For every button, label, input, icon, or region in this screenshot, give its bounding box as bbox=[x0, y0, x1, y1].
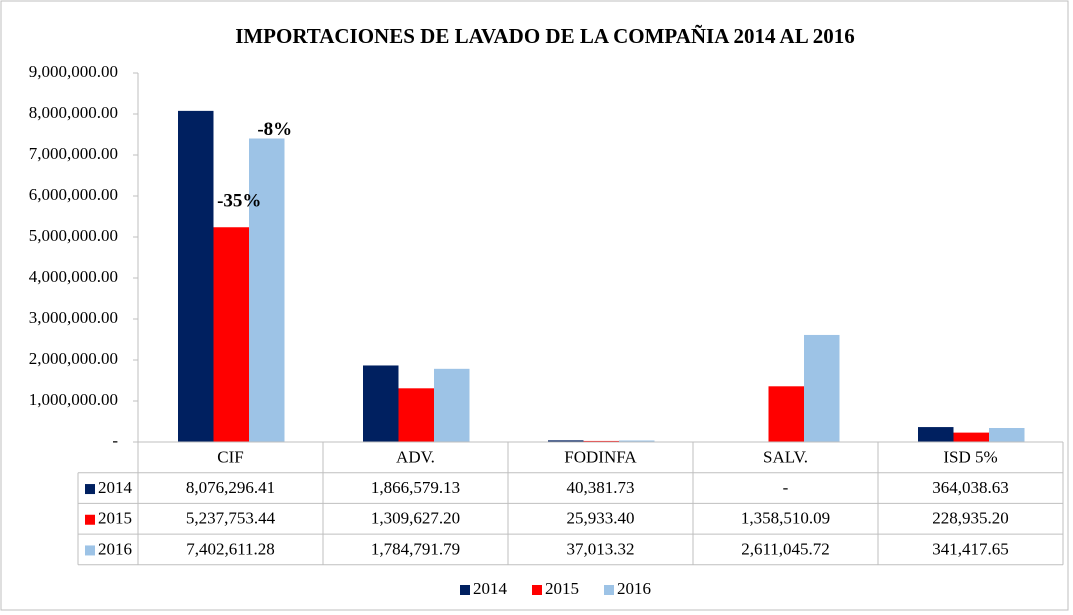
bar bbox=[249, 138, 285, 443]
legend-key bbox=[85, 545, 95, 556]
legend-key bbox=[85, 484, 95, 495]
annotation: -8% bbox=[257, 119, 292, 140]
y-tick-label: 6,000,000.00 bbox=[29, 185, 118, 204]
y-tick-label: 1,000,000.00 bbox=[29, 390, 118, 409]
table-cell: - bbox=[783, 478, 789, 497]
table-cell: 1,866,579.13 bbox=[371, 478, 460, 497]
bar bbox=[804, 334, 840, 442]
y-tick-label: 5,000,000.00 bbox=[29, 226, 118, 245]
annotation: -35% bbox=[217, 191, 261, 212]
table-cell: 40,381.73 bbox=[567, 478, 635, 497]
legend-label: 2014 bbox=[473, 579, 508, 598]
table-cell: 1,309,627.20 bbox=[371, 509, 460, 528]
x-tick-label: CIF bbox=[217, 447, 243, 466]
table-cell: 228,935.20 bbox=[932, 509, 1009, 528]
bar bbox=[548, 440, 584, 442]
x-tick-label: ISD 5% bbox=[943, 447, 997, 466]
y-tick-label: 4,000,000.00 bbox=[29, 267, 118, 286]
legend-key bbox=[460, 585, 470, 595]
y-tick-label: 8,000,000.00 bbox=[29, 103, 118, 122]
y-tick-label: 7,000,000.00 bbox=[29, 144, 118, 163]
table-cell: 7,402,611.28 bbox=[186, 539, 275, 558]
x-tick-label: FODINFA bbox=[564, 447, 637, 466]
table-cell: 8,076,296.41 bbox=[186, 478, 275, 497]
legend-label: 2016 bbox=[617, 579, 651, 598]
table-cell: 37,013.32 bbox=[567, 539, 635, 558]
y-tick-label: 2,000,000.00 bbox=[29, 349, 118, 368]
table-row-label: 2016 bbox=[98, 539, 132, 558]
bar bbox=[619, 440, 655, 442]
legend-key bbox=[532, 585, 542, 595]
legend-key bbox=[604, 585, 614, 595]
table-cell: 341,417.65 bbox=[932, 539, 1009, 558]
table-row-label: 2014 bbox=[98, 478, 133, 497]
table-row-label: 2015 bbox=[98, 509, 132, 528]
bar bbox=[213, 227, 249, 442]
bar bbox=[178, 110, 214, 442]
table-cell: 2,611,045.72 bbox=[741, 539, 830, 558]
table-cell: 1,358,510.09 bbox=[741, 509, 830, 528]
bar bbox=[363, 365, 399, 442]
y-tick-label: 9,000,000.00 bbox=[29, 62, 118, 81]
y-tick-label: 3,000,000.00 bbox=[29, 308, 118, 327]
x-tick-label: SALV. bbox=[763, 447, 808, 466]
bar bbox=[918, 427, 954, 442]
bar bbox=[989, 428, 1025, 442]
y-tick-label: - bbox=[112, 431, 118, 450]
legend-key bbox=[85, 514, 95, 525]
x-tick-label: ADV. bbox=[396, 447, 435, 466]
table-cell: 25,933.40 bbox=[567, 509, 635, 528]
table-cell: 1,784,791.79 bbox=[371, 539, 460, 558]
table-cell: 5,237,753.44 bbox=[186, 509, 276, 528]
bar bbox=[398, 388, 434, 442]
chart-title: IMPORTACIONES DE LAVADO DE LA COMPAÑIA 2… bbox=[235, 24, 855, 48]
bar bbox=[953, 432, 989, 442]
table-cell: 364,038.63 bbox=[932, 478, 1009, 497]
bar bbox=[583, 440, 619, 442]
legend-label: 2015 bbox=[545, 579, 579, 598]
bar bbox=[768, 386, 804, 442]
bar bbox=[434, 368, 470, 442]
